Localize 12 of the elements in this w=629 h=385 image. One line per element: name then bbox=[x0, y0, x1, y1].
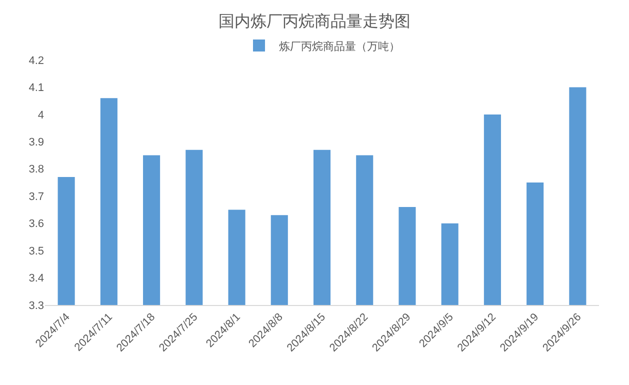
y-tick-label: 3.9 bbox=[28, 136, 44, 149]
y-tick-label: 3.4 bbox=[28, 272, 44, 285]
y-tick-label: 3.3 bbox=[28, 300, 44, 312]
y-tick-label: 3.6 bbox=[28, 218, 44, 230]
y-tick-label: 4.2 bbox=[28, 54, 44, 67]
chart-title: 国内炼厂丙烷商品量走势图 bbox=[218, 12, 410, 31]
y-tick-label: 3.5 bbox=[28, 245, 44, 258]
legend-label: 炼厂丙烷商品量（万吨） bbox=[279, 40, 400, 53]
y-tick-label: 3.7 bbox=[28, 190, 44, 203]
y-tick-label: 4.1 bbox=[28, 82, 44, 94]
y-tick-label: 4 bbox=[38, 109, 44, 122]
y-tick-label: 3.8 bbox=[28, 164, 44, 176]
